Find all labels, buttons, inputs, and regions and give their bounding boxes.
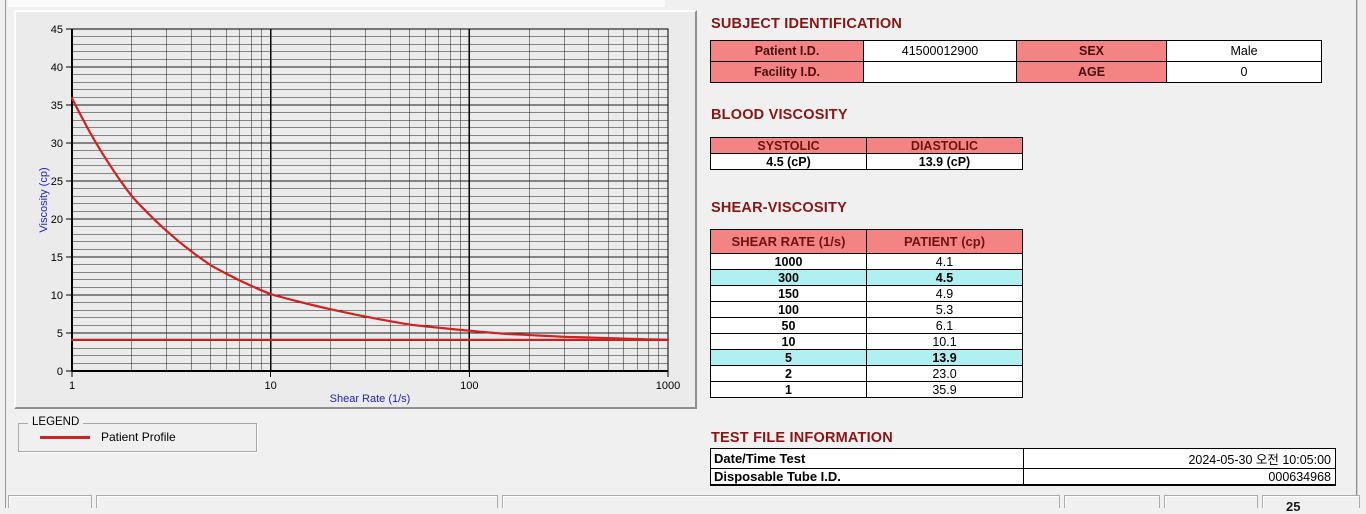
shear-viscosity-table: SHEAR RATE (1/s) PATIENT (cp) 1000 4.1 300… xyxy=(710,229,1023,398)
statusbar-clipped-text: 25 xyxy=(1286,499,1301,514)
statusbar-panel xyxy=(8,495,92,508)
svg-text:1: 1 xyxy=(69,380,75,392)
table-row: Disposable Tube I.D. 000634968 xyxy=(710,468,1336,486)
viscosity-chart-panel: 0 5 10 15 20 25 30 35 40 45 1 10 100 1000 Viscosity (c… xyxy=(14,10,697,409)
statusbar-panel xyxy=(96,495,498,508)
shear-patient-cell: 6.1 xyxy=(866,317,1023,334)
svg-text:5: 5 xyxy=(57,328,63,340)
statusbar-panel xyxy=(1262,495,1360,508)
patient-cp-header: PATIENT (cp) xyxy=(866,229,1023,254)
svg-text:30: 30 xyxy=(51,138,63,150)
test-file-information-table: Date/Time Test 2024-05-30 오전 10:05:00 Di… xyxy=(710,448,1336,486)
svg-text:10: 10 xyxy=(265,380,277,392)
shear-row: 5 13.9 xyxy=(710,349,1023,366)
shear-patient-cell: 23.0 xyxy=(866,365,1023,382)
sex-label: SEX xyxy=(1016,40,1167,62)
shear-patient-cell: 10.1 xyxy=(866,333,1023,350)
svg-text:100: 100 xyxy=(460,380,478,392)
svg-text:0: 0 xyxy=(57,366,63,378)
sex-value: Male xyxy=(1166,40,1322,62)
shear-patient-cell: 35.9 xyxy=(866,381,1023,398)
age-label: AGE xyxy=(1016,61,1167,83)
shear-row: 1000 4.1 xyxy=(710,253,1023,270)
shear-patient-cell: 4.1 xyxy=(866,253,1023,270)
statusbar-panel xyxy=(1164,495,1258,508)
systolic-value: 4.5 (cP) xyxy=(710,153,867,170)
age-value: 0 xyxy=(1166,61,1322,83)
svg-text:20: 20 xyxy=(51,214,63,226)
patient-id-label: Patient I.D. xyxy=(710,40,864,62)
table-row: 4.5 (cP) 13.9 (cP) xyxy=(710,153,1023,170)
table-header-row: SHEAR RATE (1/s) PATIENT (cp) xyxy=(710,229,1023,254)
shear-patient-cell: 13.9 xyxy=(866,349,1023,366)
shear-rate-cell: 1000 xyxy=(710,253,867,270)
test-file-information-title: TEST FILE INFORMATION xyxy=(711,430,893,446)
systolic-header: SYSTOLIC xyxy=(710,137,867,154)
table-row: Patient I.D. 41500012900 SEX Male xyxy=(710,40,1322,62)
patient-id-value: 41500012900 xyxy=(863,40,1017,62)
table-row: SYSTOLIC DIASTOLIC xyxy=(710,137,1023,154)
datetime-test-value: 2024-05-30 오전 10:05:00 xyxy=(1023,448,1336,469)
shear-rate-cell: 2 xyxy=(710,365,867,382)
shear-rate-cell: 300 xyxy=(710,269,867,286)
subject-identification-title: SUBJECT IDENTIFICATION xyxy=(711,16,903,32)
table-row: Facility I.D. AGE 0 xyxy=(710,61,1322,83)
shear-row: 1 35.9 xyxy=(710,381,1023,398)
shear-patient-cell: 4.5 xyxy=(866,269,1023,286)
window-top-strip xyxy=(8,0,665,7)
shear-rate-header: SHEAR RATE (1/s) xyxy=(710,229,867,254)
shear-row: 10 10.1 xyxy=(710,333,1023,350)
table-row: Date/Time Test 2024-05-30 오전 10:05:00 xyxy=(710,448,1336,469)
facility-id-label: Facility I.D. xyxy=(710,61,864,83)
legend-groupbox: LEGEND Patient Profile xyxy=(18,416,257,452)
shear-patient-cell: 4.9 xyxy=(866,285,1023,302)
shear-row: 300 4.5 xyxy=(710,269,1023,286)
shear-row: 50 6.1 xyxy=(710,317,1023,334)
svg-text:45: 45 xyxy=(51,24,63,36)
statusbar-panel xyxy=(502,495,1060,508)
datetime-test-label: Date/Time Test xyxy=(710,448,1024,469)
shear-patient-cell: 5.3 xyxy=(866,301,1023,318)
window-left-border xyxy=(5,0,6,508)
svg-text:40: 40 xyxy=(51,62,63,74)
statusbar-panel xyxy=(1064,495,1160,508)
subject-identification-table: Patient I.D. 41500012900 SEX Male Facili… xyxy=(710,40,1322,83)
blood-viscosity-table: SYSTOLIC DIASTOLIC 4.5 (cP) 13.9 (cP) xyxy=(710,137,1023,170)
svg-text:Shear Rate (1/s): Shear Rate (1/s) xyxy=(330,393,411,405)
shear-rate-cell: 50 xyxy=(710,317,867,334)
legend-entry-label: Patient Profile xyxy=(101,430,176,444)
shear-row: 150 4.9 xyxy=(710,285,1023,302)
window-right-border-highlight xyxy=(1357,0,1358,508)
shear-rate-cell: 5 xyxy=(710,349,867,366)
disposable-tube-id-label: Disposable Tube I.D. xyxy=(710,468,1024,486)
svg-text:1000: 1000 xyxy=(656,380,680,392)
shear-viscosity-title: SHEAR-VISCOSITY xyxy=(711,200,847,216)
shear-row: 2 23.0 xyxy=(710,365,1023,382)
shear-viscosity-chart: 0 5 10 15 20 25 30 35 40 45 1 10 100 1000 Viscosity (c… xyxy=(38,24,680,405)
shear-rate-cell: 150 xyxy=(710,285,867,302)
svg-text:10: 10 xyxy=(51,290,63,302)
diastolic-value: 13.9 (cP) xyxy=(866,153,1023,170)
shear-rate-cell: 1 xyxy=(710,381,867,398)
disposable-tube-id-value: 000634968 xyxy=(1023,468,1336,486)
legend-title: LEGEND xyxy=(28,416,84,428)
blood-viscosity-title: BLOOD VISCOSITY xyxy=(711,107,848,123)
svg-text:35: 35 xyxy=(51,100,63,112)
svg-text:15: 15 xyxy=(51,252,63,264)
legend-line-sample xyxy=(40,436,90,439)
svg-text:25: 25 xyxy=(51,176,63,188)
shear-rate-cell: 100 xyxy=(710,301,867,318)
shear-row: 100 5.3 xyxy=(710,301,1023,318)
shear-rate-cell: 10 xyxy=(710,333,867,350)
window-right-border xyxy=(1356,0,1357,508)
facility-id-value xyxy=(863,61,1017,83)
diastolic-header: DIASTOLIC xyxy=(866,137,1023,154)
svg-text:Viscosity (cp): Viscosity (cp) xyxy=(38,167,50,232)
